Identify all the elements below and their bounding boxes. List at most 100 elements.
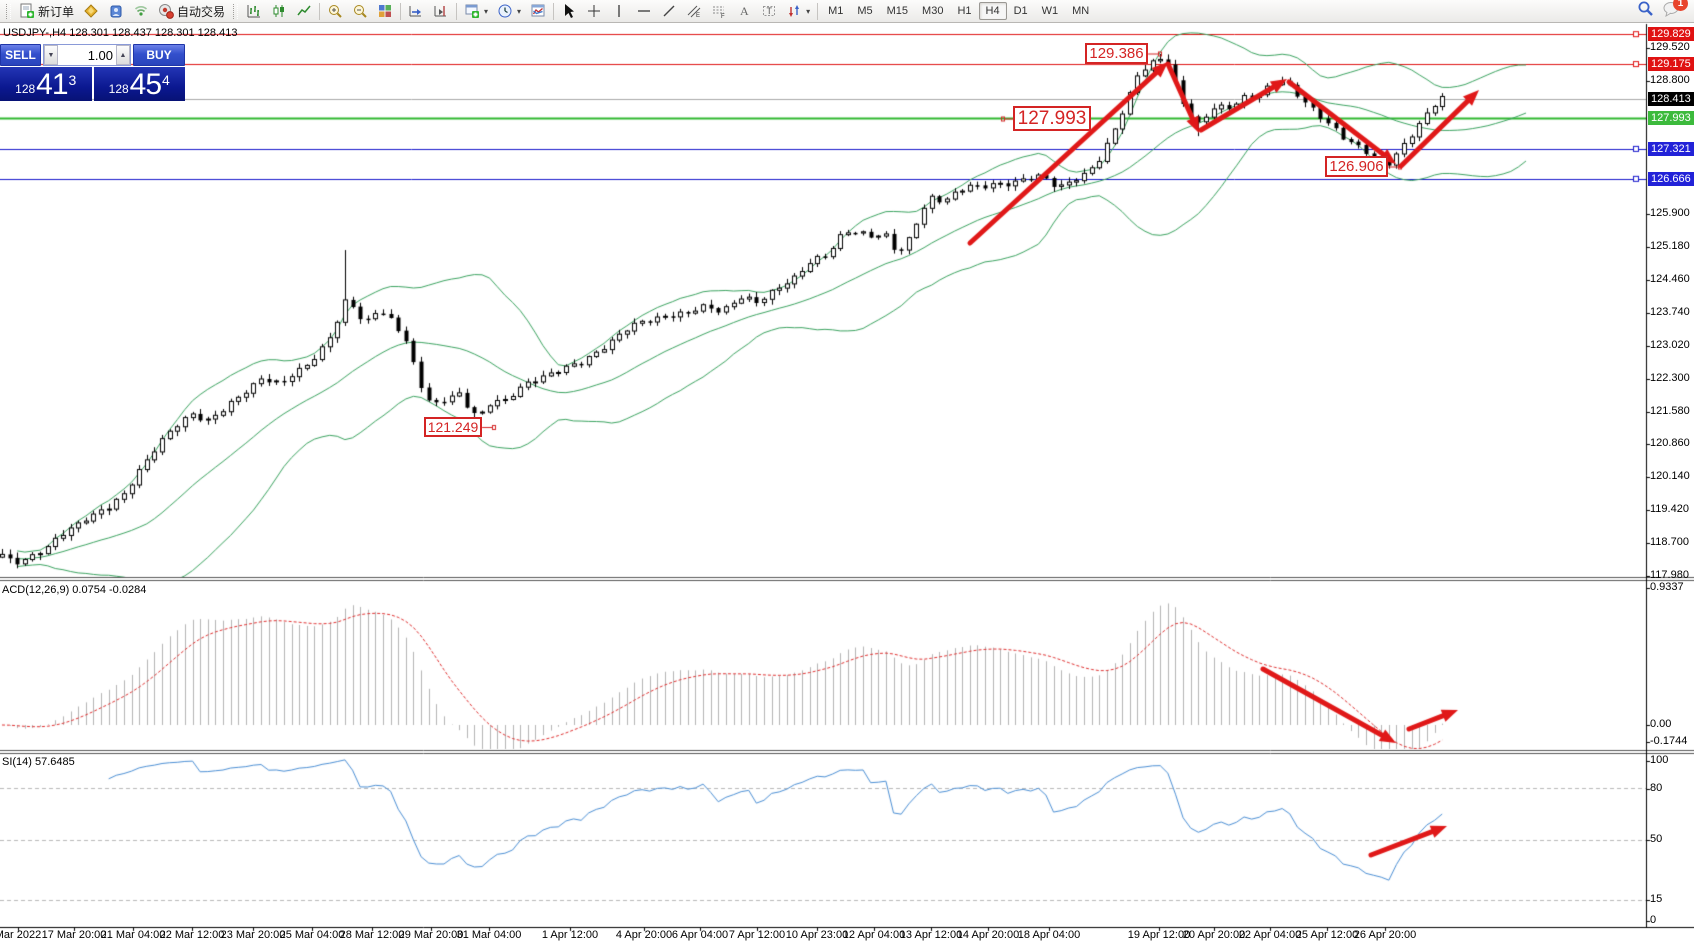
time-axis-label: 29 Mar 20:00	[398, 929, 464, 941]
volume-decrease-button[interactable]: ▼	[44, 45, 58, 65]
ask-price[interactable]: 128 45 4	[93, 67, 185, 101]
time-axis-label: 4 Apr 20:00	[615, 929, 673, 941]
tf-button-D1[interactable]: D1	[1013, 5, 1028, 17]
price-axis-level-badge: 129.829	[1648, 27, 1694, 42]
price-axis-tick-label: 125.900	[1650, 206, 1690, 219]
accounts-button[interactable]	[104, 0, 128, 22]
time-axis-label: 10 Apr 23:00	[785, 929, 849, 941]
text-tool-button[interactable]: A	[732, 0, 756, 22]
vline-tool-button[interactable]	[607, 0, 631, 22]
time-axis-label: Mar 2022	[0, 929, 42, 941]
tf-button-H4[interactable]: H4	[978, 2, 1007, 20]
time-axis-label: 7 Apr 12:00	[728, 929, 786, 941]
trendline-tool-button[interactable]	[657, 0, 681, 22]
price-axis-tick-label: 117.980	[1650, 569, 1689, 582]
zoom-out-icon	[352, 3, 368, 19]
auto-scroll-button[interactable]	[404, 0, 428, 22]
tf-button-M1[interactable]: M1	[828, 5, 844, 17]
bar-chart-icon	[246, 3, 262, 19]
ask-price-main: 45	[129, 68, 162, 101]
new-chart-icon	[464, 3, 480, 19]
bar-chart-mode-button[interactable]	[242, 0, 266, 22]
signal-button[interactable]	[129, 0, 153, 22]
account-icon	[108, 3, 124, 19]
time-axis-label: 25 Apr 12:00	[1295, 929, 1359, 941]
price-axis-tick-label: 120.860	[1650, 437, 1690, 450]
toolbar-separator	[319, 2, 321, 20]
tile-windows-button[interactable]	[373, 0, 397, 22]
ask-price-prefix: 128	[108, 82, 129, 96]
price-axis-tick-label: 125.180	[1650, 239, 1690, 252]
price-callout: 127.993	[1013, 106, 1091, 131]
macd-axis-label: 0.9337	[1650, 581, 1684, 593]
chart-shift-button[interactable]	[429, 0, 453, 22]
price-callout: 126.906	[1325, 156, 1388, 177]
deposit-button[interactable]	[79, 0, 103, 22]
volume-increase-button[interactable]: ▲	[116, 45, 130, 65]
search-icon[interactable]	[1637, 0, 1654, 22]
price-axis-level-badge: 126.666	[1648, 171, 1694, 186]
horizontal-line-icon	[636, 3, 652, 19]
time-axis-label: 22 Mar 12:00	[159, 929, 225, 941]
bid-price[interactable]: 128 41 3	[0, 67, 92, 101]
svg-text:T: T	[767, 6, 773, 16]
tile-windows-icon	[377, 3, 393, 19]
indicators-icon	[530, 3, 546, 19]
candle-chart-icon	[271, 3, 287, 19]
toolbar-separator	[400, 2, 402, 20]
crosshair-tool-button[interactable]	[582, 0, 606, 22]
new-order-button[interactable]: 新订单	[15, 0, 78, 22]
price-axis-tick-label: 120.140	[1650, 470, 1690, 483]
zoom-out-button[interactable]	[348, 0, 372, 22]
candle-chart-mode-button[interactable]	[267, 0, 291, 22]
tf-button-M15[interactable]: M15	[886, 5, 909, 17]
zoom-in-button[interactable]	[323, 0, 347, 22]
line-chart-icon	[296, 3, 312, 19]
volume-input[interactable]	[58, 45, 116, 65]
cursor-tool-button[interactable]	[557, 0, 581, 22]
price-axis-tick-label: 119.420	[1650, 503, 1689, 516]
svg-text:E: E	[696, 13, 700, 19]
time-axis-label: 1 Apr 12:00	[541, 929, 599, 941]
zoom-in-icon	[327, 3, 343, 19]
tf-button-MN[interactable]: MN	[1072, 5, 1090, 17]
notifications-button[interactable]: 1	[1662, 0, 1688, 22]
text-label-tool-button[interactable]: T	[757, 0, 781, 22]
text-label-icon: T	[761, 3, 777, 19]
tf-button-W1[interactable]: W1	[1041, 5, 1059, 17]
toolbar-grip	[233, 3, 239, 19]
rsi-axis-label: 50	[1650, 833, 1663, 845]
tf-button-H1[interactable]: H1	[957, 5, 972, 17]
auto-scroll-icon	[408, 3, 424, 19]
time-axis-label: 22 Apr 04:00	[1238, 929, 1302, 941]
equidistant-channel-button[interactable]: E	[682, 0, 706, 22]
price-axis-level-badge: 129.175	[1648, 57, 1694, 72]
autotrade-button[interactable]: 自动交易	[154, 0, 229, 22]
fibonacci-tool-button[interactable]: F	[707, 0, 731, 22]
rsi-axis-label: 0	[1650, 914, 1657, 926]
tf-button-M30[interactable]: M30	[922, 5, 944, 17]
toolbar-grip	[6, 3, 11, 19]
period-button[interactable]: ▾	[493, 0, 525, 22]
macd-axis-label: -0.1744	[1650, 735, 1688, 747]
price-axis-tick-label: 122.300	[1650, 371, 1690, 384]
indicators-button[interactable]	[526, 0, 550, 22]
time-axis-label: 14 Apr 20:00	[956, 929, 1020, 941]
rsi-axis-label: 15	[1650, 893, 1663, 905]
buy-button[interactable]: BUY	[133, 44, 185, 66]
arrows-tool-button[interactable]: ▾	[782, 0, 814, 22]
hline-tool-button[interactable]	[632, 0, 656, 22]
new-chart-button[interactable]: ▾	[460, 0, 492, 22]
timeframe-group: M1 M5 M15 M30 H1 H4 D1 W1 MN	[821, 2, 1096, 20]
time-axis-label: 20 Apr 20:00	[1182, 929, 1246, 941]
sell-button[interactable]: SELL	[0, 44, 41, 66]
svg-text:F: F	[721, 14, 725, 19]
price-callout: 129.386	[1085, 43, 1148, 64]
channel-icon: E	[686, 3, 702, 19]
vertical-line-icon	[611, 3, 627, 19]
fibonacci-icon: F	[711, 3, 727, 19]
tf-button-M5[interactable]: M5	[857, 5, 873, 17]
line-chart-mode-button[interactable]	[292, 0, 316, 22]
